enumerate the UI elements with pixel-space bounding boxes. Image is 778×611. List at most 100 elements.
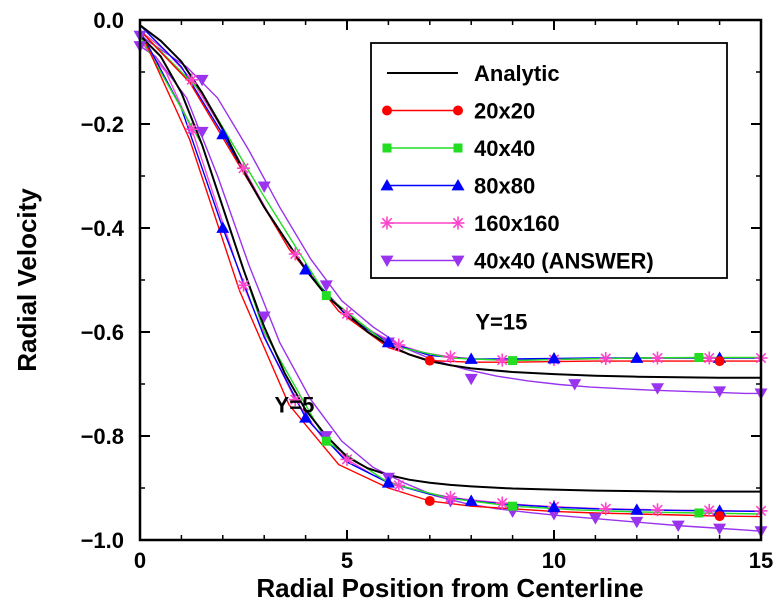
data-point-20x20 [714, 511, 725, 522]
data-point-160x160 [702, 351, 716, 365]
data-point-80x80 [381, 476, 395, 488]
data-point-40x40-answer- [195, 74, 209, 87]
data-point-40x40-answer- [464, 373, 478, 386]
data-point-40x40-answer- [257, 181, 271, 193]
data-point-80x80 [216, 127, 230, 140]
data-point-20x20 [424, 496, 435, 506]
data-point-160x160 [340, 452, 354, 466]
legend-marker [380, 216, 394, 230]
data-point-20x20 [424, 355, 435, 366]
data-point-80x80 [381, 335, 395, 348]
x-tick-label: 15 [749, 548, 773, 573]
annotation-y15: Y=15 [475, 309, 527, 334]
data-point-40x40 [321, 291, 331, 301]
data-point-160x160 [495, 353, 509, 367]
legend-marker [382, 105, 392, 116]
legend-marker [380, 255, 394, 267]
series-line-analytic-y5 [139, 34, 761, 493]
annotations: Y=15 Y=5 [275, 309, 528, 417]
x-tick-label: 5 [341, 548, 353, 573]
legend-entry-analytic: Analytic [387, 61, 560, 86]
legend-box [370, 42, 728, 279]
data-point-160x160 [340, 307, 354, 321]
data-point-160x160 [444, 350, 457, 364]
y-tick-label: −0.8 [81, 424, 124, 449]
x-tick-label: 0 [134, 548, 146, 573]
legend-entry-40x40-answer-: 40x40 (ANSWER) [380, 249, 654, 274]
legend-label: 40x40 (ANSWER) [474, 249, 654, 274]
legend-marker [380, 179, 394, 191]
data-point-40x40-answer- [671, 520, 685, 532]
data-point-40x40-answer- [713, 386, 727, 398]
data-point-80x80 [464, 494, 478, 506]
data-point-160x160 [702, 503, 716, 517]
series-line-analytic-y15 [139, 24, 761, 379]
legend-marker [453, 105, 463, 116]
y-tick-label: 0.0 [93, 8, 124, 33]
legend-entry-160x160: 160x160 [380, 211, 560, 236]
data-point-40x40 [508, 356, 518, 366]
data-point-160x160 [288, 247, 302, 261]
data-point-80x80 [299, 411, 313, 423]
data-point-40x40-answer- [651, 383, 664, 395]
data-point-160x160 [495, 496, 509, 510]
legend-label: 80x80 [474, 174, 535, 199]
data-point-80x80 [630, 351, 644, 363]
legend-entry-80x80: 80x80 [380, 174, 535, 199]
data-point-40x40-answer- [319, 280, 333, 292]
x-tick-label: 10 [542, 548, 566, 573]
data-point-40x40-answer- [630, 516, 644, 529]
data-point-80x80 [464, 352, 478, 364]
data-point-160x160 [651, 351, 664, 365]
y-axis-label: Radial Velocity [12, 188, 42, 372]
data-point-160x160 [237, 278, 250, 292]
data-point-40x40-answer- [588, 513, 602, 525]
data-point-160x160 [599, 352, 613, 366]
data-point-80x80 [216, 221, 230, 233]
data-point-80x80 [299, 263, 313, 275]
legend-entry-20x20: 20x20 [382, 99, 535, 124]
data-point-40x40 [694, 352, 704, 362]
y-tick-label: −0.2 [81, 112, 124, 137]
data-point-40x40-answer- [257, 311, 271, 323]
data-point-40x40-answer- [713, 523, 727, 536]
legend-label: 160x160 [474, 211, 560, 236]
data-point-20x20 [714, 356, 725, 367]
legend-marker [453, 143, 463, 153]
data-point-160x160 [599, 502, 613, 516]
legend-label: 20x20 [474, 99, 535, 124]
data-point-160x160 [392, 338, 406, 352]
legend: Analytic 20x20 40x40 80x80 160x160 40x40 (ANS… [370, 42, 728, 279]
data-point-160x160 [288, 393, 302, 407]
legend-marker [382, 143, 392, 153]
legend-label: Analytic [474, 61, 560, 86]
y-tick-label: −0.6 [81, 320, 124, 345]
data-point-160x160 [185, 73, 199, 87]
data-point-160x160 [392, 478, 406, 492]
x-axis-label: Radial Position from Centerline [256, 573, 643, 603]
data-point-160x160 [444, 490, 457, 504]
data-point-160x160 [237, 161, 250, 175]
y-tick-label: −1.0 [81, 528, 124, 553]
data-point-80x80 [547, 500, 561, 513]
data-point-40x40-answer- [195, 126, 209, 139]
series-line-20x20-y5 [139, 30, 762, 518]
axes: 0 5 10 15 0.0 −0.2 −0.4 −0.6 −0.8 −1.0 [81, 8, 774, 573]
data-point-160x160 [651, 503, 664, 517]
legend-marker [451, 255, 465, 267]
legend-marker [451, 216, 465, 230]
data-point-160x160 [185, 122, 199, 136]
y-tick-label: −0.4 [81, 216, 125, 241]
data-point-40x40 [694, 508, 704, 518]
legend-label: 40x40 [474, 136, 535, 161]
annotation-y5: Y=5 [275, 393, 315, 418]
legend-entry-40x40: 40x40 [382, 136, 535, 161]
legend-marker [451, 179, 465, 191]
data-point-40x40 [508, 501, 518, 511]
plot-markers [133, 30, 768, 538]
data-point-40x40 [321, 436, 331, 446]
data-point-40x40-answer- [568, 379, 582, 391]
data-point-80x80 [547, 352, 561, 364]
data-point-80x80 [630, 503, 644, 515]
